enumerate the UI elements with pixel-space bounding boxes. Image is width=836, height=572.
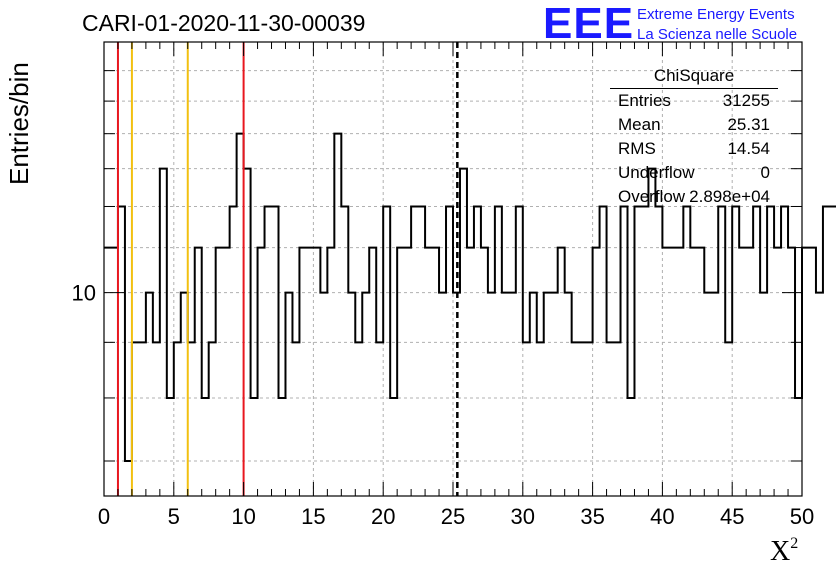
x-tick-label: 50 [790, 504, 814, 529]
stats-title: ChiSquare [610, 66, 778, 89]
marker-lines [116, 42, 459, 496]
chart-title: CARI-01-2020-11-30-00039 [82, 10, 366, 36]
stats-key: Overflow [618, 187, 686, 206]
x-tick-label: 20 [371, 504, 395, 529]
x-tick-label: 15 [301, 504, 325, 529]
stats-key: Entries [618, 91, 671, 110]
x-axis-label-exponent: 2 [790, 535, 799, 552]
logo-line-1: Extreme Energy Events [637, 6, 795, 23]
stats-row-underflow: Underflow 0 [610, 163, 778, 187]
x-axis-label-base: X [770, 536, 791, 567]
x-tick-label: 40 [650, 504, 674, 529]
logo-line-2: La Scienza nelle Scuole [637, 26, 798, 43]
stats-key: RMS [618, 139, 656, 158]
x-axis-label: X2 [770, 535, 798, 568]
x-tick-label: 30 [511, 504, 535, 529]
y-tick-label: 10 [72, 281, 96, 306]
x-tick-label: 5 [168, 504, 180, 529]
stats-value: 0 [760, 163, 770, 182]
x-tick-label: 35 [580, 504, 604, 529]
stats-row-mean: Mean 25.31 [610, 115, 778, 139]
stats-row-overflow: Overflow 2.898e+04 [610, 187, 778, 211]
stats-row-rms: RMS 14.54 [610, 139, 778, 163]
stats-key: Underflow [618, 163, 695, 182]
axis-ticks [103, 42, 803, 496]
x-tick-label: 25 [441, 504, 465, 529]
stats-value: 31255 [722, 91, 770, 110]
stats-key: Mean [618, 115, 661, 134]
x-tick-label: 45 [720, 504, 744, 529]
tick-labels: 0 5 10 15 20 25 30 35 40 45 50 10 [72, 281, 815, 529]
eee-logo: EEE [543, 0, 635, 48]
y-axis-label: Entries/bin [4, 62, 34, 185]
stats-box: ChiSquare Entries 31255 Mean 25.31 RMS 14.5… [610, 66, 778, 211]
x-tick-label: 10 [231, 504, 255, 529]
x-tick-label: 0 [98, 504, 110, 529]
stats-value: 2.898e+04 [689, 187, 770, 206]
stats-value: 25.31 [727, 115, 770, 134]
stats-value: 14.54 [727, 139, 770, 158]
stats-row-entries: Entries 31255 [610, 91, 778, 115]
